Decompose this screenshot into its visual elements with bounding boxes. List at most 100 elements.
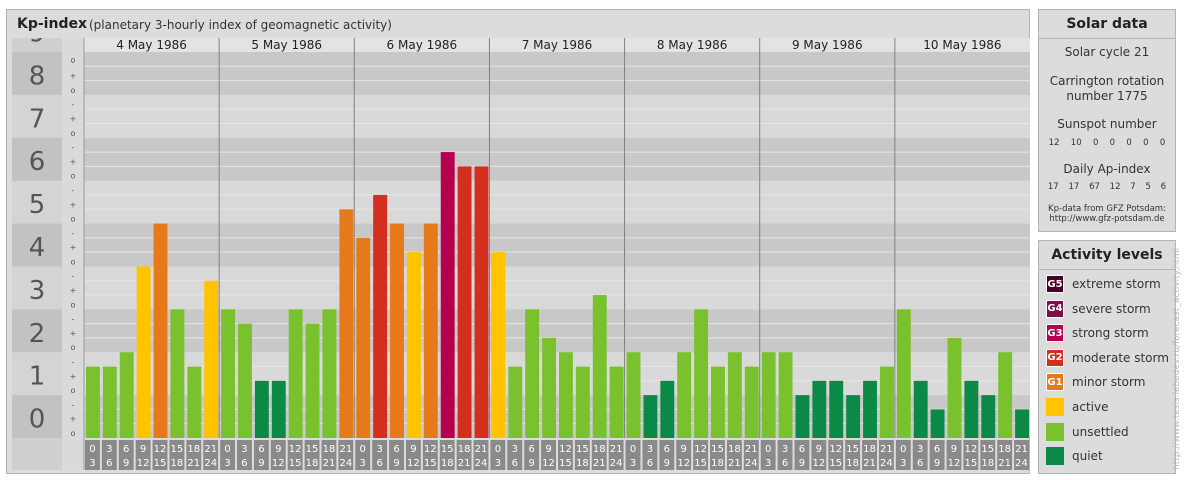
- interval-cell: [574, 440, 590, 470]
- legend-label: strong storm: [1072, 326, 1149, 341]
- kp-bar: [913, 380, 928, 438]
- y-axis-band: [12, 352, 62, 396]
- interval-end-label: 15: [424, 458, 437, 469]
- interval-start-label: 18: [593, 444, 606, 455]
- minor-tick-label: +: [70, 114, 77, 123]
- kp-bar: [221, 309, 236, 438]
- interval-cell: [760, 440, 776, 470]
- minor-tick-label: -: [72, 400, 75, 409]
- minor-tick-label: o: [71, 55, 76, 64]
- ap-index-value: 17: [1068, 182, 1080, 192]
- kp-band: [84, 52, 1030, 95]
- interval-cell: [355, 440, 371, 470]
- interval-start-label: 21: [880, 444, 893, 455]
- interval-cell: [439, 440, 455, 470]
- minor-tick-label: o: [71, 429, 76, 438]
- interval-cell: [203, 440, 219, 470]
- kp-bar: [694, 309, 709, 438]
- minor-tick-label: o: [71, 172, 76, 181]
- interval-cell: [422, 440, 438, 470]
- interval-cell: [794, 440, 810, 470]
- minor-tick-label: -: [72, 358, 75, 367]
- legend-item-moderate-storm: G2 moderate storm: [1046, 348, 1169, 368]
- interval-end-label: 21: [458, 458, 471, 469]
- kp-band: [84, 266, 1030, 310]
- interval-start-label: 3: [647, 444, 653, 455]
- interval-start-label: 12: [154, 444, 167, 455]
- interval-end-label: 15: [965, 458, 978, 469]
- legend-swatch: G2: [1046, 348, 1064, 367]
- minor-tick-label: -: [72, 57, 75, 66]
- interval-cell: [963, 440, 979, 470]
- legend-label: moderate storm: [1072, 350, 1169, 365]
- interval-end-label: 12: [542, 458, 555, 469]
- interval-start-label: 0: [900, 444, 906, 455]
- interval-end-label: 18: [306, 458, 319, 469]
- legend-swatch: G1: [1046, 373, 1064, 392]
- interval-cell: [405, 440, 421, 470]
- interval-end-label: 12: [948, 458, 961, 469]
- legend-label: quiet: [1072, 449, 1103, 464]
- interval-end-label: 3: [900, 458, 906, 469]
- kp-bar: [998, 352, 1013, 438]
- interval-start-label: 3: [376, 444, 382, 455]
- kp-bar: [170, 309, 185, 438]
- solar-data-panel: Solar data Solar cycle 21 Carrington rot…: [1038, 9, 1176, 232]
- interval-start-label: 9: [140, 444, 146, 455]
- interval-start-label: 12: [559, 444, 572, 455]
- interval-cell: [676, 440, 692, 470]
- y-axis-band: [12, 94, 62, 138]
- credit-url[interactable]: http://www.gfz-potsdam.de: [1049, 214, 1165, 224]
- interval-start-label: 0: [89, 444, 95, 455]
- interval-cell: [490, 440, 506, 470]
- interval-cell: [287, 440, 303, 470]
- legend-item-minor-storm: G1 minor storm: [1046, 372, 1145, 392]
- interval-end-label: 15: [829, 458, 842, 469]
- y-tick-label: 6: [29, 147, 46, 177]
- interval-start-label: 18: [458, 444, 471, 455]
- interval-start-label: 9: [951, 444, 957, 455]
- ap-index-title: Daily Ap-index: [1063, 162, 1151, 176]
- kp-bar: [187, 366, 202, 438]
- kp-bar: [153, 223, 168, 438]
- interval-end-label: 9: [934, 458, 940, 469]
- kp-bar: [711, 366, 725, 438]
- interval-end-label: 24: [1015, 458, 1028, 469]
- minor-tick-label: o: [71, 257, 76, 266]
- interval-end-label: 3: [360, 458, 366, 469]
- legend-swatch: G5: [1046, 275, 1064, 293]
- interval-end-label: 3: [765, 458, 771, 469]
- interval-end-label: 18: [846, 458, 859, 469]
- kp-bar: [812, 380, 827, 438]
- kp-bar: [677, 352, 692, 438]
- interval-start-label: 9: [681, 444, 687, 455]
- kp-band: [84, 223, 1030, 267]
- minor-tick-label: +: [70, 157, 77, 166]
- ap-index-value: 17: [1047, 182, 1059, 192]
- interval-end-label: 3: [224, 458, 230, 469]
- kp-bar: [525, 309, 540, 438]
- interval-end-label: 15: [289, 458, 302, 469]
- kp-bar: [474, 166, 489, 438]
- sunspot-value: 0: [1143, 138, 1149, 148]
- interval-end-label: 6: [241, 458, 247, 469]
- kp-bar: [86, 366, 100, 438]
- y-axis-band: [12, 395, 62, 438]
- interval-start-label: 12: [829, 444, 842, 455]
- kp-chart: 4 May 1986 5 May 1986 6 May 1986 7 May 1986…: [12, 38, 1030, 470]
- interval-cell: [118, 440, 134, 470]
- legend-item-quiet: quiet: [1046, 446, 1103, 466]
- ap-index-value: 67: [1089, 182, 1100, 192]
- interval-cell: [895, 440, 911, 470]
- kp-band: [84, 94, 1030, 138]
- interval-end-label: 9: [664, 458, 670, 469]
- interval-cell: [591, 440, 607, 470]
- kp-bar: [947, 337, 962, 438]
- kp-bar: [964, 380, 979, 438]
- interval-end-label: 24: [745, 458, 758, 469]
- interval-cell: [169, 440, 185, 470]
- kp-bar: [373, 194, 388, 438]
- interval-start-label: 21: [475, 444, 488, 455]
- sunspot-value: 0: [1126, 138, 1132, 148]
- interval-start-label: 6: [123, 444, 129, 455]
